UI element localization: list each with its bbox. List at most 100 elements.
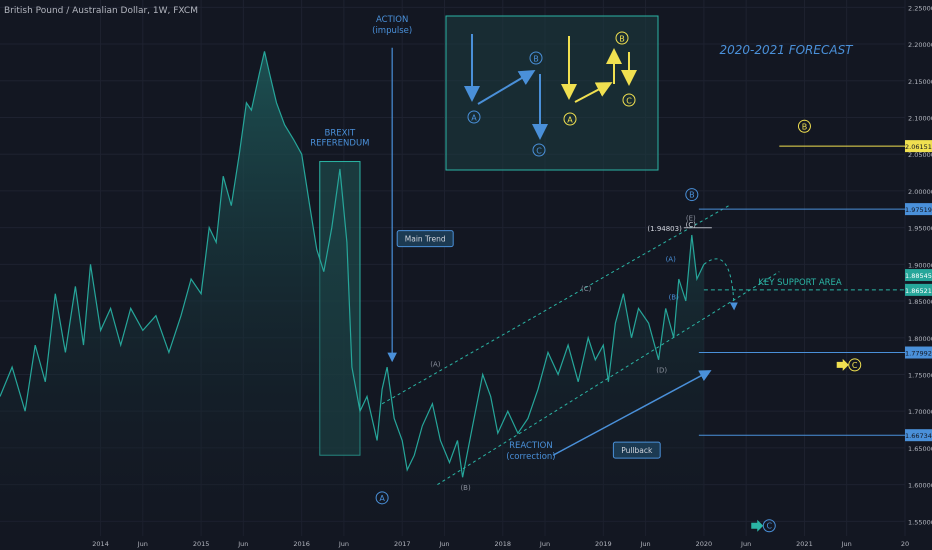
annotation-1: (impulse) <box>372 26 412 36</box>
svg-text:C: C <box>536 147 542 156</box>
y-tick-label-0: 2.25000 <box>908 4 932 12</box>
wave-label-text-0: A <box>379 494 385 503</box>
channel-upper <box>381 205 730 405</box>
wave-label-10: B <box>797 119 811 133</box>
current-price-tag-0 <box>905 269 932 282</box>
x-tick-label-3: Jun <box>237 540 248 548</box>
chart-symbol-title: British Pound / Australian Dollar, 1W, F… <box>4 6 198 16</box>
level-price-tag-0 <box>905 140 932 153</box>
y-tick-label-14: 1.55000 <box>908 518 932 526</box>
x-tick-label-13: Jun <box>740 540 751 548</box>
x-tick-label-14: 2021 <box>796 540 813 548</box>
legend-yellow-label-c: C <box>622 93 636 107</box>
x-tick-label-0: 2014 <box>92 540 109 548</box>
legend-yellow-arrow-up <box>574 82 613 103</box>
forecast-title: 2020-2021 FORECAST <box>719 43 854 57</box>
y-tick-label-5: 2.00000 <box>908 188 932 196</box>
blue-c-pointer-icon <box>751 519 764 532</box>
x-tick-label-11: Jun <box>639 540 650 548</box>
x-tick-label-5: Jun <box>338 540 349 548</box>
x-tick-label-10: 2019 <box>595 540 612 548</box>
wave-label-text-6: (C) <box>686 221 697 229</box>
x-tick-label-9: Jun <box>539 540 550 548</box>
level-price-tag-3 <box>905 429 932 442</box>
y-tick-label-9: 1.80000 <box>908 335 932 343</box>
wave-label-ring-10 <box>797 119 811 133</box>
wave-label-7: (A) <box>666 255 677 263</box>
wave-label-9: B <box>685 188 699 202</box>
svg-text:B: B <box>619 35 625 44</box>
y-axis[interactable]: 2.25000 2.20000 2.15000 2.10000 2.05000 2.000… <box>908 4 932 526</box>
wave-label-text-5: (E) <box>686 214 696 222</box>
x-tick-label-4: 2016 <box>293 540 310 548</box>
callout-label-0: Main Trend <box>405 235 446 244</box>
annotation-2: REACTION <box>509 441 553 451</box>
legend-blue-label-c: C <box>532 143 546 157</box>
x-tick-label-16: 20 <box>901 540 909 548</box>
x-tick-label-12: 2020 <box>696 540 713 548</box>
reaction-arrow <box>552 370 712 456</box>
current-price-label-1: 1.86521 <box>905 287 932 295</box>
level-price-label-2: 1.77992 <box>905 350 932 358</box>
wave-label-text-11: C <box>852 361 858 370</box>
price-area-fill <box>0 51 704 537</box>
x-tick-label-8: 2018 <box>495 540 512 548</box>
yellow-c-pointer-icon <box>836 358 849 371</box>
level-price-label-0: 2.06151 <box>905 143 932 151</box>
y-tick-label-10: 1.75000 <box>908 371 932 379</box>
key-support-label: KEY SUPPORT AREA <box>758 278 842 288</box>
y-tick-label-7: 1.90000 <box>908 261 932 269</box>
level-price-label-3: 1.66734 <box>905 432 932 440</box>
current-price-tag-1 <box>905 283 932 296</box>
level-price-tag-2 <box>905 346 932 359</box>
legend-yellow-label-b: B <box>615 31 629 45</box>
price-channel <box>381 205 780 486</box>
wave-label-text-8: (B) <box>669 294 680 302</box>
y-tick-label-12: 1.65000 <box>908 445 932 453</box>
callout-label-1: Pullback <box>621 446 653 455</box>
level-price-tag-1 <box>905 203 932 216</box>
y-tick-label-2: 2.15000 <box>908 78 932 86</box>
y-tick-label-4: 2.05000 <box>908 151 932 159</box>
legend-blue-label-a: A <box>467 110 481 124</box>
wave-label-ring-9 <box>685 188 699 202</box>
wave-label-text-10: B <box>802 122 808 131</box>
svg-text:A: A <box>567 116 573 125</box>
y-tick-label-11: 1.70000 <box>908 408 932 416</box>
y-tick-label-1: 2.20000 <box>908 41 932 49</box>
x-tick-label-7: Jun <box>438 540 449 548</box>
y-tick-label-13: 1.60000 <box>908 482 932 490</box>
wave-label-0: A <box>375 491 389 505</box>
legend-blue-label-b: B <box>529 51 543 65</box>
wave-label-2: (B) <box>460 484 471 492</box>
wave-label-5: (E) <box>686 214 696 222</box>
wave-label-ring-0 <box>375 491 389 505</box>
forecast-curve-arrow <box>703 258 738 311</box>
svg-text:B: B <box>533 55 539 64</box>
wave-label-text-1: (A) <box>430 360 441 368</box>
wave-label-text-9: B <box>689 191 695 200</box>
legend-yellow-label-a: A <box>563 112 577 126</box>
level-price-label-1: 1.97519 <box>905 206 932 214</box>
wave-label-text-3: (C) <box>581 285 592 293</box>
wave-label-text-7: (A) <box>666 255 677 263</box>
annotation-3: (correction) <box>506 452 555 462</box>
peak-label: (1.94803) <box>647 225 682 233</box>
svg-text:A: A <box>471 114 477 123</box>
wave-label-text-4: (D) <box>656 366 667 374</box>
callout-box-0 <box>396 230 454 248</box>
x-axis[interactable]: 2014 Jun 2015 Jun 2016 Jun 2017 Jun 2018 Jun 2019 J… <box>92 540 909 548</box>
horizontal-levels[interactable]: 2.06151 1.97519 1.77992 1.66734 KEY SUPPORT … <box>647 140 932 442</box>
callout-box-1 <box>612 441 661 459</box>
wave-label-6: (C) <box>686 221 697 229</box>
price-line[interactable] <box>0 51 705 478</box>
svg-text:C: C <box>626 97 632 106</box>
wave-label-8: (B) <box>669 294 680 302</box>
y-tick-label-8: 1.85000 <box>908 298 932 306</box>
annotations: BREXITREFERENDUMA(A)(B)(C)(D)(E)(C)(A)(B… <box>310 15 862 533</box>
channel-lower <box>437 271 780 486</box>
y-tick-label-3: 2.10000 <box>908 114 932 122</box>
x-tick-label-15: Jun <box>841 540 852 548</box>
wave-label-3: (C) <box>581 285 592 293</box>
